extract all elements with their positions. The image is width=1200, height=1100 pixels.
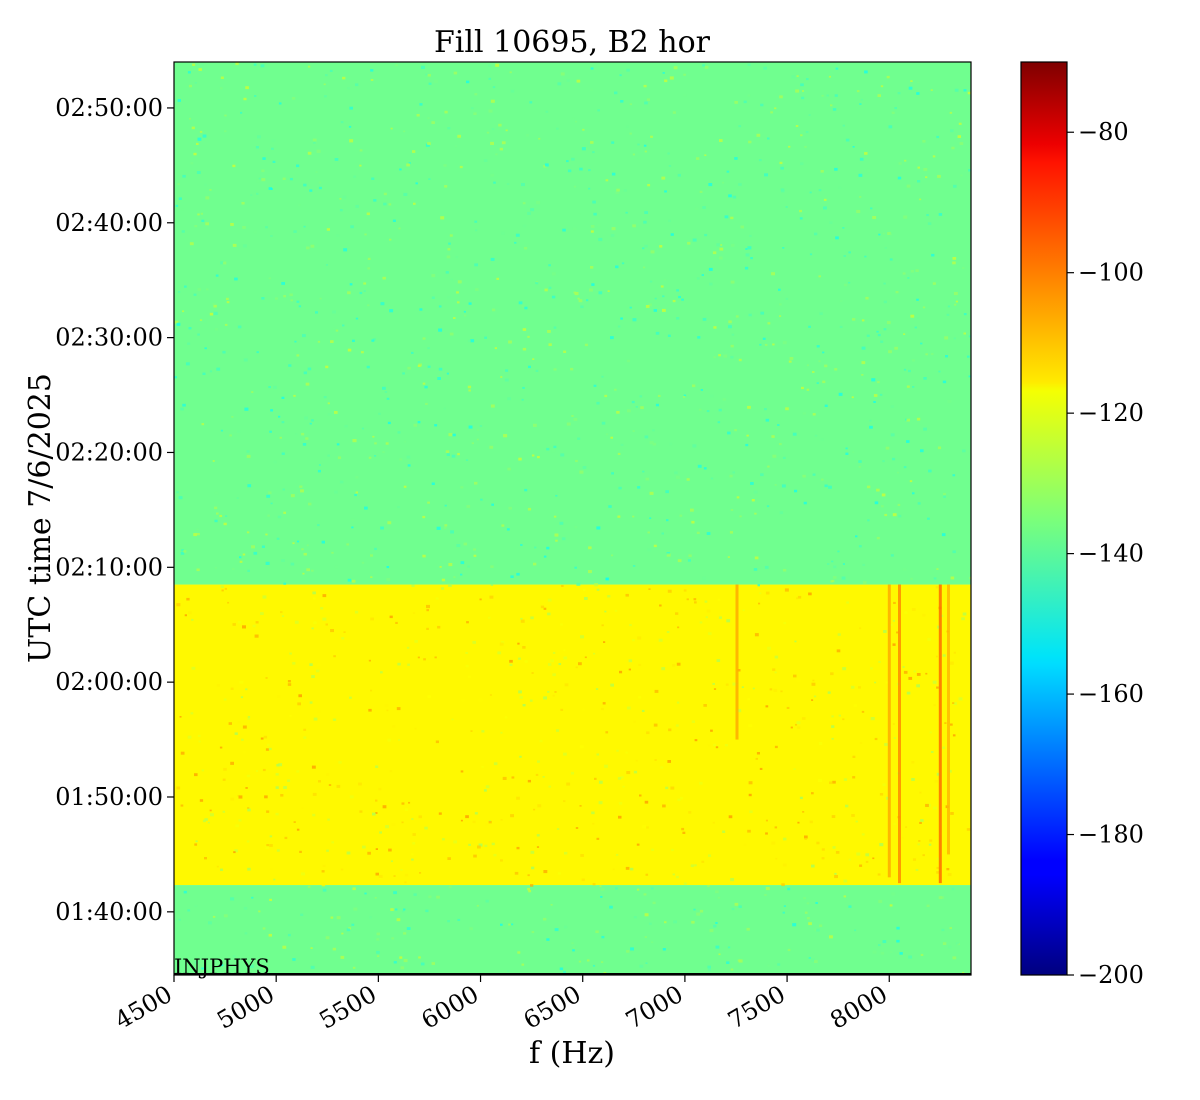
y-tick-label-01:50:00: 01:50:00 [55,783,163,811]
x-tick-label-6500: 6500 [519,980,586,1035]
colorbar [1020,61,1068,976]
chart-title: Fill 10695, B2 hor [434,25,711,60]
colorbar-tick-label--120: −120 [1078,399,1144,427]
x-tick-label-7500: 7500 [723,980,790,1035]
x-tick-label-8000: 8000 [825,980,892,1035]
y-tick-label-02:20:00: 02:20:00 [55,438,163,466]
spectral-line-4 [938,584,942,884]
x-tick-label-5500: 5500 [314,980,381,1035]
y-tick-label-02:10:00: 02:10:00 [55,553,163,581]
heatmap-image [174,62,971,975]
annotation-label: INJPHYS [174,955,270,979]
x-tick-label-5000: 5000 [212,980,279,1035]
y-tick-label-02:40:00: 02:40:00 [55,209,163,237]
x-tick-label-6000: 6000 [417,980,484,1035]
spectral-line-3 [898,584,901,884]
heatmap-region-3 [174,62,971,585]
colorbar-tick-label--180: −180 [1078,821,1144,849]
y-tick-label-01:40:00: 01:40:00 [55,898,163,926]
y-tick-label-02:00:00: 02:00:00 [55,668,163,696]
x-axis-label: f (Hz) [529,1036,615,1071]
y-axis-label: UTC time 7/6/2025 [23,373,58,663]
x-tick-label-4500: 4500 [110,980,177,1035]
spectral-line-2 [887,584,891,878]
colorbar-tick-label--200: −200 [1078,961,1144,989]
spectral-line-1 [735,584,739,740]
y-tick-label-02:30:00: 02:30:00 [55,324,163,352]
spectral-line-5 [947,584,950,855]
y-tick-label-02:50:00: 02:50:00 [55,94,163,122]
heatmap-noise-3 [174,62,971,587]
colorbar-tick-label--100: −100 [1078,259,1144,287]
heatmap-region-1 [174,885,971,975]
heatmap-region-2 [174,584,971,886]
colorbar-tick-label--140: −140 [1078,540,1144,568]
heatmap-noise-2 [176,585,971,887]
heatmap-noise-1 [175,885,965,975]
colorbar-tick-label--160: −160 [1078,680,1144,708]
x-tick-label-7000: 7000 [621,980,688,1035]
colorbar-tick-label--80: −80 [1078,118,1129,146]
